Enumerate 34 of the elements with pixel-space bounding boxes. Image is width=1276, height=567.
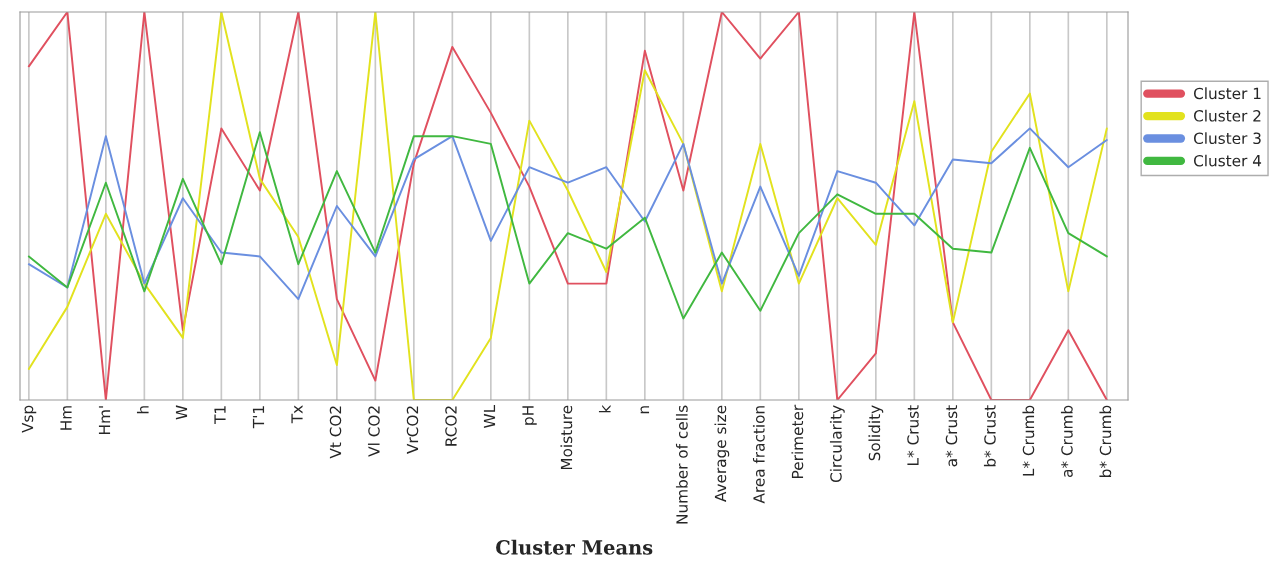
x-tick-label: n [640, 406, 650, 414]
x-tick-label: Vsp [21, 405, 37, 433]
x-tick-label: Vt CO2 [329, 406, 342, 459]
x-tick-label: Perimeter [791, 404, 804, 478]
legend-label: Cluster 4 [1193, 154, 1262, 167]
x-tick-label: RCO2 [445, 406, 457, 446]
x-tick-label: L* Crust [907, 405, 919, 465]
x-tick-label: a* Crust [945, 405, 958, 467]
x-tick-label: h [136, 406, 149, 414]
x-tick-label: Average size [714, 405, 730, 502]
x-tick-label: Tx [291, 405, 303, 424]
x-tick-label: VrCO2 [406, 406, 419, 454]
x-tick-label: W [175, 405, 188, 420]
x-tick-label: Hm [60, 406, 72, 430]
x-tick-label: b* Crust [983, 405, 996, 467]
x-tick-label: Solidity [868, 405, 884, 461]
legend-label: Cluster 1 [1193, 87, 1261, 100]
x-tick-label: Area fraction [752, 406, 765, 504]
x-tick-label: b* Crumb [1099, 405, 1112, 477]
legend-label: Cluster 2 [1193, 109, 1261, 122]
x-tick-label: Circularity [829, 405, 845, 483]
x-tick-label: a* Crumb [1060, 405, 1073, 478]
legend-label: Cluster 3 [1193, 132, 1261, 145]
x-tick-label: L* Crumb [1022, 405, 1035, 476]
x-tick-label: Vl CO2 [367, 406, 380, 457]
x-tick-label: Hm' [98, 406, 111, 434]
x-tick-label: T'1 [252, 406, 265, 429]
x-tick-label: k [598, 404, 611, 413]
text: Cluster Means [496, 539, 653, 555]
x-tick-label: WL [483, 404, 496, 428]
x-tick-label: Number of cells [675, 405, 688, 524]
x-tick-label: Moisture [560, 405, 573, 470]
x-tick-label: T1 [214, 406, 226, 424]
x-tick-label: pH [522, 406, 537, 425]
